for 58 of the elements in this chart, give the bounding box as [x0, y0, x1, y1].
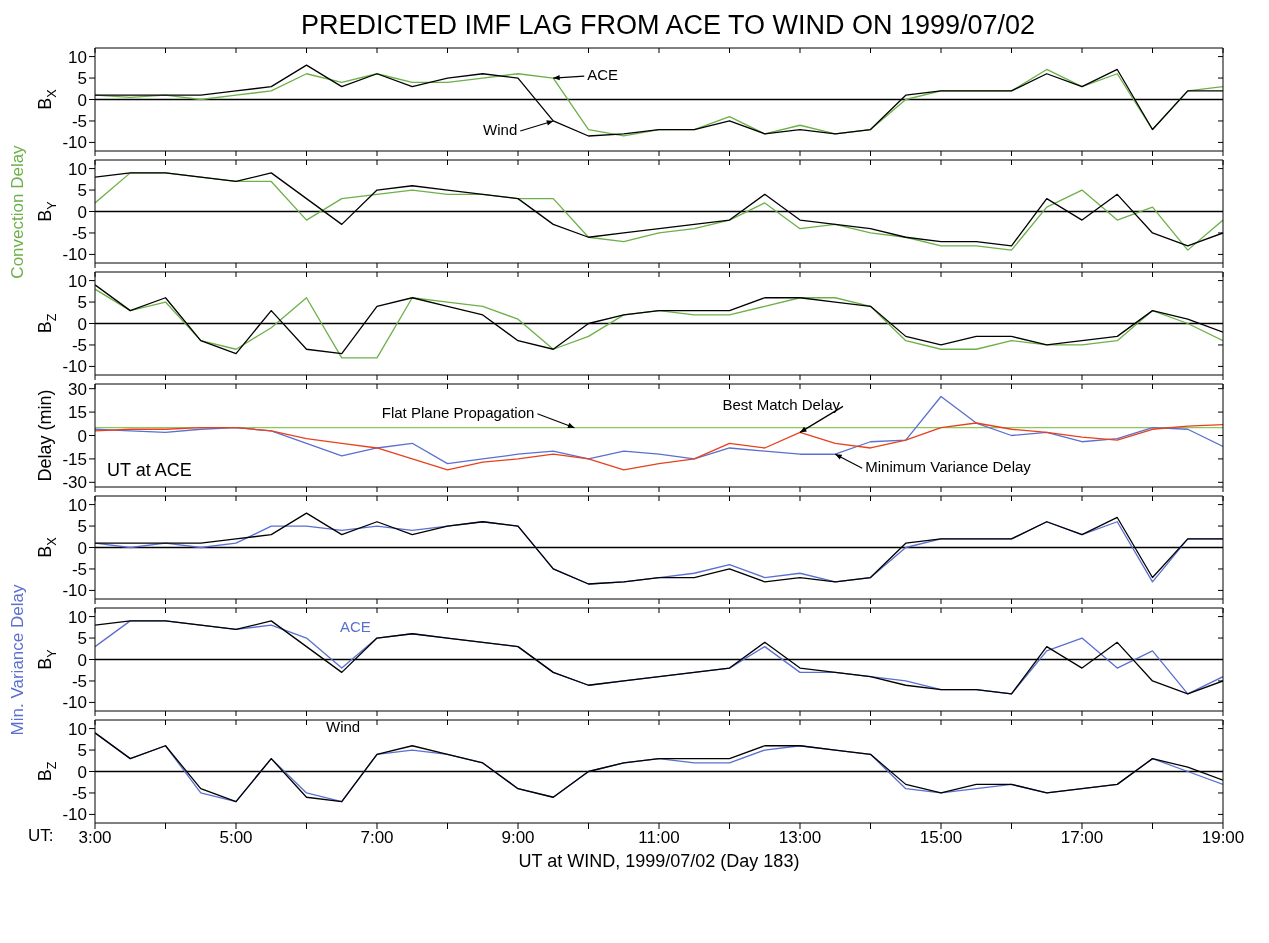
y-tick-label: -10: [62, 805, 87, 825]
y-tick-label: 0: [77, 426, 87, 446]
y-tick-label: -30: [62, 473, 87, 493]
text: Convection Delay: [8, 145, 28, 279]
annotation: Minimum Variance Delay: [865, 458, 1032, 476]
y-axis-title: Delay (min): [34, 389, 55, 482]
y-tick-label: 0: [77, 90, 87, 110]
annotation: ACE: [340, 618, 371, 635]
y-tick-label: -10: [62, 581, 87, 601]
y-tick-label: 10: [68, 159, 87, 179]
annotation: UT at ACE: [107, 460, 192, 481]
y-tick-label: 0: [77, 314, 87, 334]
y-tick-label: 0: [77, 650, 87, 670]
y-tick-label: -5: [71, 783, 87, 803]
x-tick-label: 15:00: [919, 828, 963, 848]
y-tick-label: -5: [71, 223, 87, 243]
y-tick-label: 10: [68, 47, 87, 67]
y-tick-label: -10: [62, 245, 87, 265]
chart-title: PREDICTED IMF LAG FROM ACE TO WIND ON 1999/07/02: [299, 9, 1037, 42]
y-tick-label: -10: [62, 357, 87, 377]
y-tick-label: 0: [77, 762, 87, 782]
y-tick-label: 5: [77, 517, 87, 537]
y-tick-label: 10: [68, 607, 87, 627]
y-tick-label: -5: [71, 671, 87, 691]
y-tick-label: -10: [62, 133, 87, 153]
text: Min. Variance Delay: [8, 584, 28, 736]
y-tick-label: 30: [68, 379, 87, 399]
y-tick-label: 10: [68, 271, 87, 291]
x-tick-label: 9:00: [501, 828, 535, 848]
annotation: Wind: [326, 718, 361, 735]
y-tick-label: -15: [62, 449, 87, 469]
x-tick-label: 13:00: [778, 828, 822, 848]
y-tick-label: -5: [71, 335, 87, 355]
y-tick-label: 5: [77, 293, 87, 313]
y-tick-label: 10: [68, 719, 87, 739]
x-tick-label: 17:00: [1060, 828, 1104, 848]
y-tick-label: 5: [77, 629, 87, 649]
x-tick-label: 7:00: [360, 828, 394, 848]
y-tick-label: 5: [77, 69, 87, 89]
annotation: ACE: [587, 66, 619, 84]
annotation: Flat Plane Propagation: [381, 403, 535, 421]
y-tick-label: 5: [77, 741, 87, 761]
y-tick-label: 15: [68, 403, 87, 423]
y-tick-label: -5: [71, 111, 87, 131]
y-tick-label: -5: [71, 559, 87, 579]
y-tick-label: -10: [62, 693, 87, 713]
x-tick-label: 3:00: [78, 828, 112, 848]
y-tick-label: 10: [68, 495, 87, 515]
y-tick-label: 5: [77, 181, 87, 201]
y-tick-label: 0: [77, 202, 87, 222]
x-tick-label: 5:00: [219, 828, 253, 848]
text: UT:: [28, 826, 54, 846]
y-tick-label: 0: [77, 538, 87, 558]
annotation: Best Match Delay: [722, 396, 841, 414]
x-axis-title: UT at WIND, 1999/07/02 (Day 183): [517, 851, 801, 872]
x-tick-label: 19:00: [1201, 828, 1245, 848]
x-tick-label: 11:00: [638, 828, 680, 848]
annotation: Wind: [483, 120, 518, 138]
